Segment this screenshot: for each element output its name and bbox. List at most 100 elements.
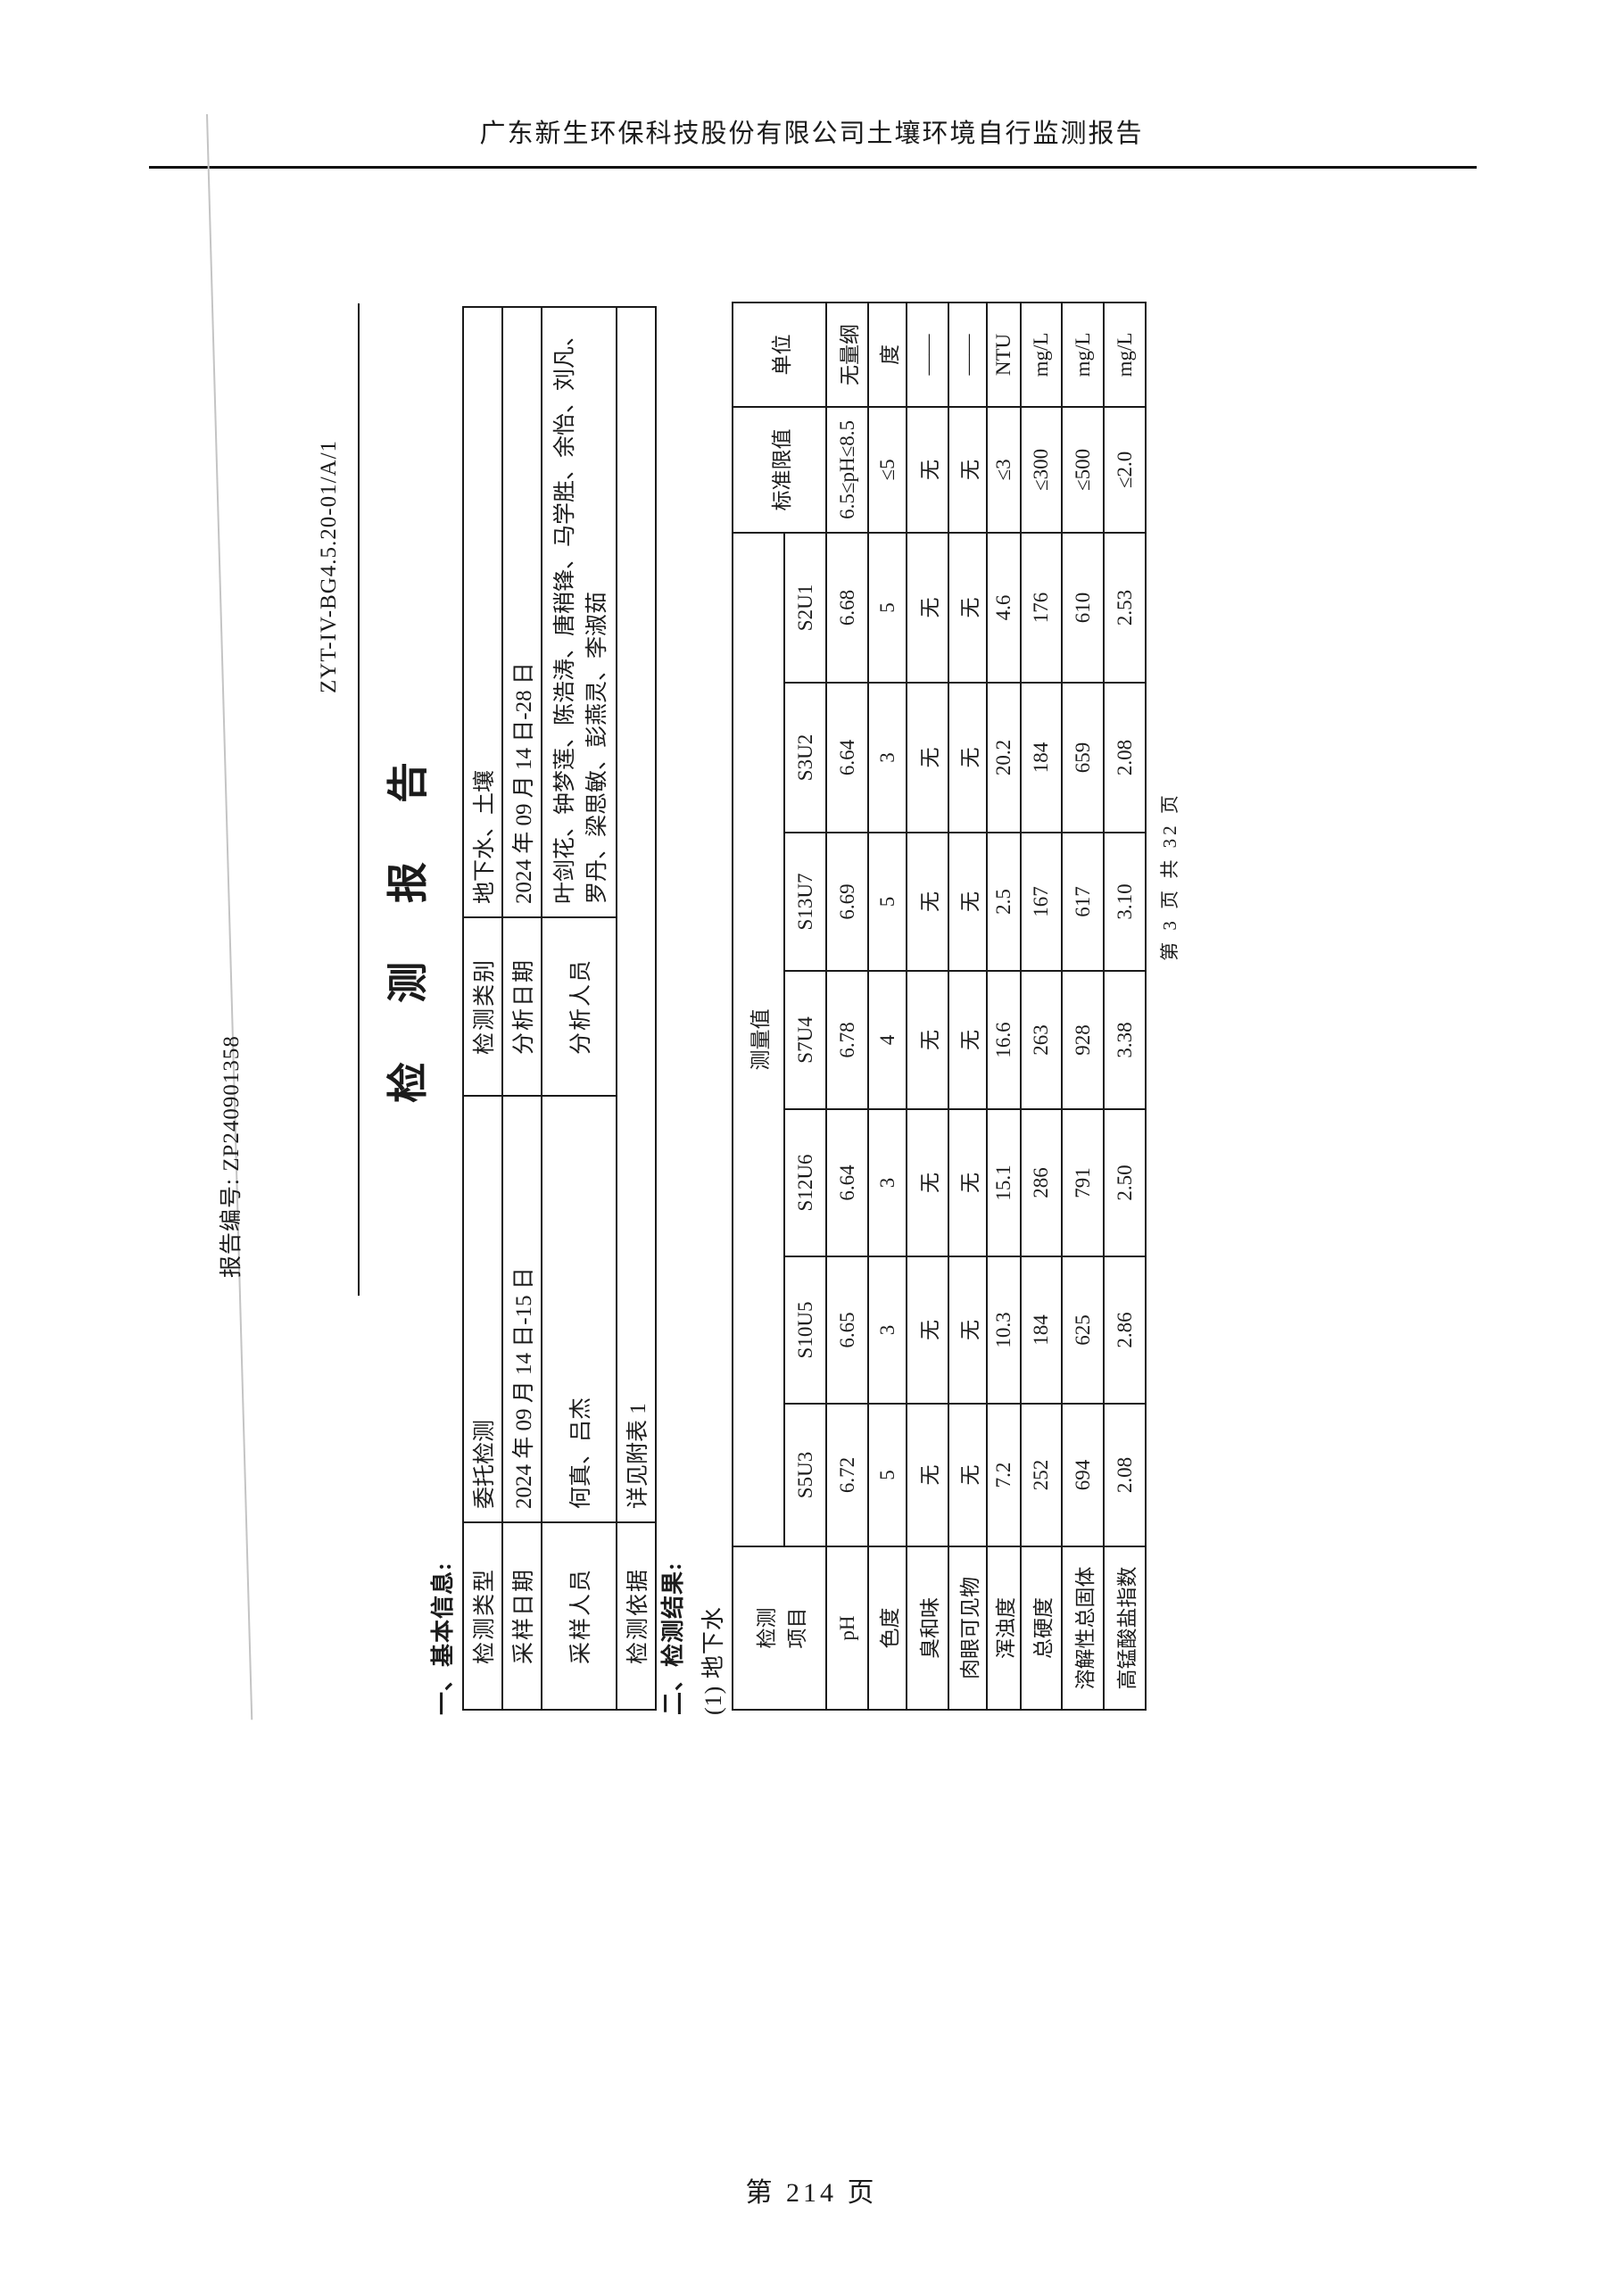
result-value-cell: 无	[948, 971, 987, 1109]
info-value-cell: 何真、吕杰	[542, 1096, 617, 1522]
result-value-cell: 6.72	[826, 1404, 868, 1546]
result-value-cell: 无	[948, 1256, 987, 1404]
result-value-cell: 263	[1021, 971, 1062, 1109]
result-unit-cell: 度	[868, 302, 907, 407]
info-label-cell: 检测依据	[617, 1522, 656, 1710]
result-value-cell: 7.2	[987, 1404, 1021, 1546]
result-value-cell: 252	[1021, 1404, 1062, 1546]
portrait-header-rule	[149, 166, 1477, 169]
result-value-cell: 659	[1062, 683, 1104, 833]
result-value-cell: 286	[1021, 1109, 1062, 1256]
result-value-cell: 15.1	[987, 1109, 1021, 1256]
result-unit-cell: ——	[948, 302, 987, 407]
result-unit-cell: mg/L	[1021, 302, 1062, 407]
result-value-cell: 6.69	[826, 833, 868, 971]
result-value-cell: 3	[868, 1256, 907, 1404]
result-limit-cell: ≤300	[1021, 406, 1062, 533]
document-code: ZYT-IV-BG4.5.20-01/A/1	[317, 439, 341, 693]
info-label-cell: 采样日期	[502, 1522, 542, 1710]
result-value-cell: 无	[907, 1404, 948, 1546]
result-value-cell: 无	[907, 1256, 948, 1404]
result-value-cell: 6.68	[826, 532, 868, 683]
col-header-sample: S13U7	[784, 833, 826, 971]
result-value-cell: 无	[907, 833, 948, 971]
result-value-cell: 5	[868, 833, 907, 971]
result-unit-cell: mg/L	[1062, 302, 1104, 407]
result-value-cell: 2.86	[1104, 1256, 1146, 1404]
info-label-cell: 分析日期	[502, 917, 542, 1096]
col-header-limit: 标准限值	[733, 406, 826, 533]
result-value-cell: 2.50	[1104, 1109, 1146, 1256]
info-value-cell: 2024 年 09 月 14 日-15 日	[502, 1096, 542, 1522]
results-header-row-1: 检测 项目 测量值 标准限值 单位	[733, 302, 826, 1710]
result-limit-cell: ≤500	[1062, 406, 1104, 533]
col-header-sample: S2U1	[784, 532, 826, 683]
result-value-cell: 无	[907, 532, 948, 683]
result-value-cell: 4.6	[987, 532, 1021, 683]
result-value-cell: 791	[1062, 1109, 1104, 1256]
result-value-cell: 184	[1021, 683, 1062, 833]
result-value-cell: 16.6	[987, 971, 1021, 1109]
info-value-cell: 2024 年 09 月 14 日-28 日	[502, 307, 542, 917]
result-value-cell: 6.65	[826, 1256, 868, 1404]
result-unit-cell: ——	[907, 302, 948, 407]
result-value-cell: 6.78	[826, 971, 868, 1109]
section-results-subheading: (1) 地下水	[700, 1606, 726, 1715]
result-value-cell: 3.38	[1104, 971, 1146, 1109]
result-value-cell: 2.5	[987, 833, 1021, 971]
info-value-cell: 地下水、土壤	[463, 307, 502, 917]
result-value-cell: 6.64	[826, 1109, 868, 1256]
col-header-sample: S7U4	[784, 971, 826, 1109]
result-value-cell: 2.53	[1104, 532, 1146, 683]
result-item-cell: 溶解性总固体	[1062, 1546, 1104, 1710]
info-label-cell: 检测类别	[463, 917, 502, 1096]
result-item-cell: 总硬度	[1021, 1546, 1062, 1710]
info-label-cell: 分析人员	[542, 917, 617, 1096]
report-number: 报告编号: ZP240901358	[219, 1035, 244, 1278]
result-limit-cell: 6.5≤pH≤8.5	[826, 406, 868, 533]
result-value-cell: 20.2	[987, 683, 1021, 833]
results-data-row: 臭和味无无无无无无无无 ——	[907, 302, 948, 1710]
result-item-cell: 臭和味	[907, 1546, 948, 1710]
info-value-cell: 详见附表 1	[617, 307, 656, 1522]
report-header-rule	[358, 303, 360, 1296]
result-value-cell: 3	[868, 1109, 907, 1256]
info-label-cell: 采样人员	[542, 1522, 617, 1710]
result-limit-cell: 无	[907, 406, 948, 533]
result-value-cell: 无	[907, 971, 948, 1109]
results-data-row: 肉眼可见物无无无无无无无无 ——	[948, 302, 987, 1710]
basic-info-row: 检测类型 委托检测 检测类别 地下水、土壤	[463, 307, 502, 1710]
result-value-cell: 2.08	[1104, 683, 1146, 833]
results-data-row: 总硬度 252 184 286 263 167 184 176 ≤300 mg/L	[1021, 302, 1062, 1710]
report-title: 检测报告	[385, 703, 431, 1103]
result-value-cell: 5	[868, 1404, 907, 1546]
results-data-row: pH 6.72 6.65 6.64 6.78 6.69 6.64 6.68 6.5≤pH≤8.5…	[826, 302, 868, 1710]
result-item-cell: 色度	[868, 1546, 907, 1710]
result-value-cell: 无	[907, 1109, 948, 1256]
basic-info-row: 采样人员 何真、吕杰 分析人员 叶剑花、钟梦莲、陈浩涛、唐稍锋、马学胜、余怡、刘凡、罗…	[542, 307, 617, 1710]
result-value-cell: 2.08	[1104, 1404, 1146, 1546]
result-value-cell: 无	[948, 532, 987, 683]
info-value-cell: 叶剑花、钟梦莲、陈浩涛、唐稍锋、马学胜、余怡、刘凡、罗丹、梁思敏、彭燕灵、李淑茹	[542, 307, 617, 917]
result-value-cell: 无	[948, 683, 987, 833]
results-data-row: 色度 5 3 3 4 5 3 5 ≤5 度	[868, 302, 907, 1710]
result-item-cell: 浑浊度	[987, 1546, 1021, 1710]
col-header-unit: 单位	[733, 302, 826, 407]
result-limit-cell: ≤2.0	[1104, 406, 1146, 533]
col-header-sample: S10U5	[784, 1256, 826, 1404]
info-label-cell: 检测类型	[463, 1522, 502, 1710]
col-header-measured: 测量值	[733, 532, 784, 1546]
basic-info-row: 检测依据 详见附表 1	[617, 307, 656, 1710]
result-value-cell: 4	[868, 971, 907, 1109]
result-value-cell: 176	[1021, 532, 1062, 683]
basic-info-table: 检测类型 委托检测 检测类别 地下水、土壤 采样日期 2024 年 09 月 14 日-1…	[462, 306, 657, 1711]
result-value-cell: 625	[1062, 1256, 1104, 1404]
result-unit-cell: NTU	[987, 302, 1021, 407]
result-value-cell: 无	[948, 833, 987, 971]
result-value-cell: 无	[948, 1109, 987, 1256]
results-data-row: 高锰酸盐指数 2.08 2.86 2.50 3.38 3.10 2.08 2.53 ≤2.0 mg…	[1104, 302, 1146, 1710]
result-unit-cell: 无量纲	[826, 302, 868, 407]
result-value-cell: 10.3	[987, 1256, 1021, 1404]
result-value-cell: 3	[868, 683, 907, 833]
